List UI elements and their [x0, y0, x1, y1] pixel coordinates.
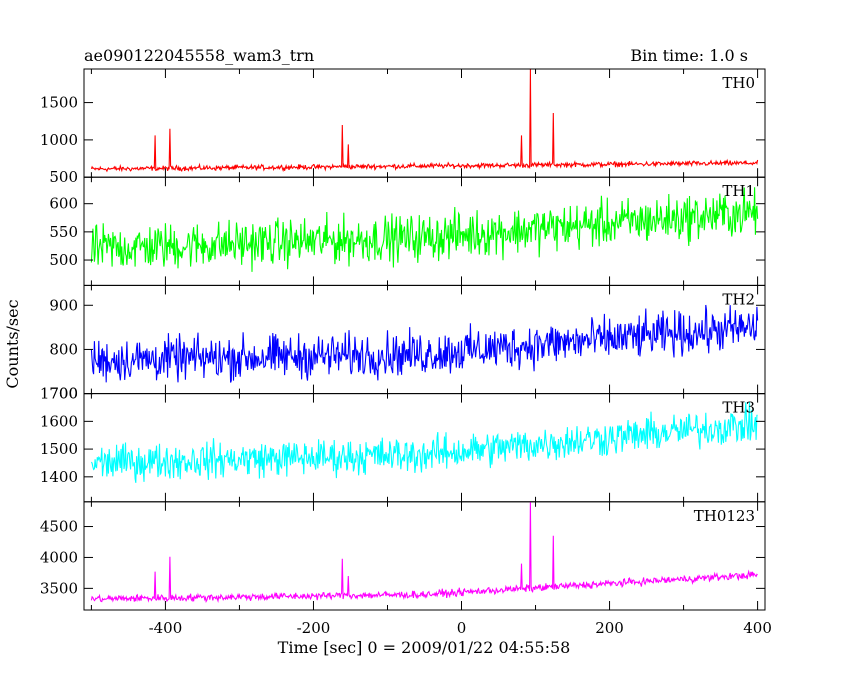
y-tick-label: 550 [49, 223, 78, 241]
y-tick-label: 4500 [40, 518, 78, 536]
panel-frame [83, 68, 766, 178]
y-tick-label: 1000 [40, 131, 78, 149]
y-tick-label: 4000 [40, 548, 78, 566]
y-axis-label: Counts/sec [3, 299, 22, 388]
panel-label-th1: TH1 [722, 182, 755, 200]
panel-frame [83, 393, 766, 503]
panel-frame [83, 501, 766, 611]
x-tick-label: 200 [595, 619, 624, 637]
x-tick-label: 400 [743, 619, 772, 637]
panel-th3: 1400 1500 1600 1700 TH3 [40, 385, 766, 503]
y-tick-label: 1400 [40, 468, 78, 486]
panel-label-th2: TH2 [722, 290, 755, 308]
x-tick-label: 0 [457, 619, 467, 637]
series-th0123-line [90, 501, 758, 603]
y-tick-label: 1500 [40, 94, 78, 112]
x-tick-labels: -400 -200 0 200 400 [149, 619, 772, 637]
y-tick-label: 3500 [40, 579, 78, 597]
y-tick-label: 800 [49, 340, 78, 358]
bin-time-label: Bin time: 1.0 s [630, 46, 748, 65]
panel-label-th0123: TH0123 [694, 507, 755, 525]
panel-th0: 500 1000 1500 TH0 [40, 68, 766, 186]
y-tick-label: 500 [49, 251, 78, 269]
y-tick-label: 1500 [40, 440, 78, 458]
series-th0-line [90, 69, 759, 173]
panel-th0123: 3500 4000 4500 TH0123 [40, 501, 766, 611]
y-tick-label: 500 [49, 168, 78, 186]
y-tick-label: 1700 [40, 385, 78, 403]
panel-th2: 700 800 900 TH2 [49, 284, 766, 403]
x-tick-label: -200 [297, 619, 331, 637]
chart-title: ae090122045558_wam3_trn [84, 46, 314, 65]
x-tick-label: -400 [149, 619, 183, 637]
panel-frame [83, 284, 766, 395]
y-tick-label: 600 [49, 195, 78, 213]
panels: 500 1000 1500 TH0 500 550 600 TH1 700 800 900 TH2 14… [40, 68, 766, 611]
x-axis-label: Time [sec] 0 = 2009/01/22 04:55:58 [278, 638, 571, 657]
y-tick-label: 1600 [40, 412, 78, 430]
y-tick-label: 700 [49, 385, 78, 403]
panel-label-th3: TH3 [722, 399, 755, 417]
series-th2-line [90, 304, 759, 383]
panel-label-th0: TH0 [722, 74, 755, 92]
series-th1-line [90, 187, 759, 272]
y-tick-label: 900 [49, 296, 78, 314]
series-th3-line [90, 401, 758, 483]
panel-th1: 500 550 600 TH1 [49, 176, 766, 286]
